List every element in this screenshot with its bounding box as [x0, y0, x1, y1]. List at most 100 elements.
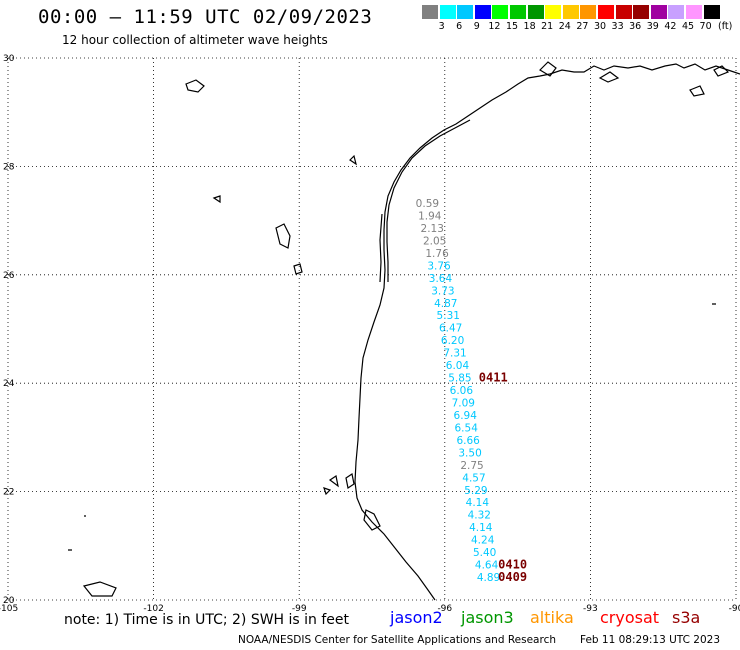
wave-height-label: 3.76 — [427, 260, 451, 272]
satellite-cryosat: cryosat — [600, 608, 660, 627]
inland-lake-4 — [82, 581, 117, 597]
legend-label: 12 — [488, 21, 501, 32]
wave-height-label: 3.50 — [458, 447, 481, 459]
lon-tick-label: -90 — [729, 604, 740, 614]
legend-label: 15 — [505, 21, 519, 32]
mexico-lagoon — [363, 509, 381, 531]
legend-label: 39 — [646, 21, 659, 32]
satellite-s3a: s3a — [672, 608, 701, 627]
legend-swatch — [633, 5, 650, 19]
map-grid — [7, 57, 737, 601]
inland-lake-6 — [349, 154, 357, 166]
wave-height-label: 3.64 — [429, 273, 453, 285]
mexico-small-lakes — [323, 473, 355, 496]
legend-label: 24 — [558, 21, 571, 32]
barrier-island-line — [386, 119, 471, 282]
legend-swatch — [422, 5, 438, 19]
legend-swatch — [686, 5, 702, 19]
wave-height-label: 4.64 — [475, 560, 499, 572]
louisiana-islands — [539, 61, 730, 97]
laguna-madre — [379, 213, 383, 283]
wave-height-label: 6.94 — [454, 410, 478, 422]
satellite-jason2: jason2 — [390, 608, 443, 627]
wave-height-label: 5.31 — [437, 310, 460, 322]
legend-swatch — [650, 5, 667, 19]
wave-height-label: 3.73 — [431, 285, 454, 297]
generated-timestamp: Feb 11 08:29:13 UTC 2023 — [580, 634, 720, 646]
legend-swatch — [457, 5, 474, 19]
legend-swatch — [510, 5, 526, 19]
wave-height-label: 6.20 — [441, 335, 464, 347]
legend-swatch — [492, 5, 509, 19]
legend-swatch — [668, 5, 685, 19]
lat-tick-label: 24 — [3, 379, 15, 389]
lat-tick-label: 26 — [3, 271, 15, 281]
legend-label: 27 — [576, 21, 589, 32]
legend-label: 45 — [681, 21, 695, 32]
legend-swatch — [562, 5, 579, 19]
pass-id-label: 0409 — [498, 570, 527, 584]
lat-tick-label: 30 — [3, 54, 15, 64]
wave-height-label: 6.04 — [446, 360, 470, 372]
lon-tick-label: -105 — [0, 604, 18, 614]
map-subtitle: 12 hour collection of altimeter wave hei… — [62, 33, 328, 47]
wave-height-label: 4.57 — [462, 472, 485, 484]
gulf-coastline — [354, 63, 740, 601]
wave-height-label: 2.13 — [421, 223, 444, 235]
legend-label: 6 — [456, 21, 463, 32]
legend-swatch — [598, 5, 614, 19]
wave-height-track: 0.591.942.132.051.763.763.643.734.875.31… — [416, 198, 501, 584]
legend-label: 33 — [611, 21, 624, 32]
wave-height-label: 7.31 — [443, 348, 466, 360]
legend-label: 3 — [438, 21, 445, 32]
inland-lake-1 — [185, 79, 205, 93]
satellite-jason3: jason3 — [461, 608, 514, 627]
footer-note: note: 1) Time is in UTC; 2) SWH is in fe… — [64, 612, 350, 628]
legend-swatch — [703, 5, 720, 19]
legend-label: 18 — [523, 21, 536, 32]
axis-labels: -105 -102 -99 -96 -93 -90 30 28 26 24 22 20 — [0, 54, 740, 614]
legend-label: 9 — [473, 21, 480, 32]
wave-height-label: 4.87 — [434, 298, 457, 310]
lat-tick-label: 20 — [3, 596, 15, 606]
wave-height-label: 4.14 — [466, 497, 490, 509]
offshore-dots — [68, 303, 716, 551]
legend-swatch — [439, 5, 456, 19]
inland-lake-3 — [293, 263, 303, 275]
wave-height-label: 6.54 — [455, 422, 479, 434]
wave-height-label: 4.32 — [468, 510, 491, 522]
pass-id-label: 0410 — [498, 558, 527, 572]
legend-swatch — [580, 5, 597, 19]
satellite-altika: altika — [530, 608, 574, 627]
legend-label: 21 — [541, 21, 554, 32]
wave-height-label: 1.94 — [418, 211, 442, 223]
legend-label: 30 — [593, 21, 607, 32]
legend-swatch — [615, 5, 632, 19]
wave-height-label: 2.75 — [460, 460, 483, 472]
wave-height-label: 6.06 — [450, 385, 474, 397]
wave-height-label: 5.85 — [448, 373, 471, 385]
wave-height-label: 4.89 — [477, 572, 500, 584]
wave-height-label: 5.29 — [464, 485, 487, 497]
legend-label: 36 — [629, 21, 642, 32]
legend-swatch — [545, 5, 562, 19]
legend-label: 70 — [699, 21, 712, 32]
legend-swatch — [474, 5, 491, 19]
legend-unit: (ft) — [718, 21, 733, 32]
wave-height-label: 0.59 — [416, 198, 439, 210]
lon-tick-label: -102 — [143, 604, 163, 614]
wave-height-label: 4.14 — [469, 522, 493, 534]
coastline — [68, 61, 740, 601]
map-title: 00:00 — 11:59 UTC 02/09/2023 — [38, 6, 373, 28]
wave-height-label: 1.76 — [425, 248, 449, 260]
inland-lake-2 — [275, 223, 291, 249]
wave-height-label: 4.24 — [471, 535, 495, 547]
lon-tick-label: -93 — [583, 604, 598, 614]
wave-height-label: 7.09 — [452, 398, 475, 410]
lon-tick-label: -96 — [437, 604, 452, 614]
legend-swatch — [527, 5, 544, 19]
credit-line: NOAA/NESDIS Center for Satellite Applica… — [238, 634, 556, 646]
legend-label: 42 — [664, 21, 677, 32]
